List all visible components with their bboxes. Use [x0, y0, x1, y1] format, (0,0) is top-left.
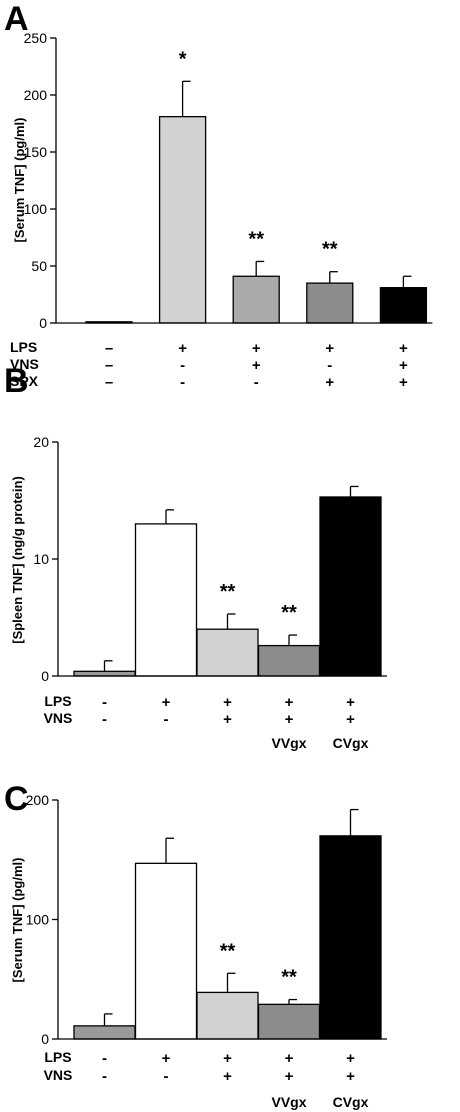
condition-cell: +: [285, 711, 294, 728]
condition-cell: –: [105, 374, 113, 391]
bar: [73, 1025, 136, 1040]
condition-cell: +: [399, 340, 408, 357]
y-tick-label: 0: [41, 1031, 49, 1047]
condition-cell: –: [105, 340, 113, 357]
bar: [158, 116, 207, 324]
condition-cell: +: [346, 711, 355, 728]
y-tick-label: 250: [24, 30, 48, 46]
condition-cell: -: [102, 694, 107, 711]
bar: [306, 282, 354, 324]
bar: [319, 835, 382, 1040]
condition-cell: +: [346, 1068, 355, 1085]
condition-cell: -: [254, 374, 259, 391]
group-label: CVgx: [333, 1094, 369, 1110]
bar: [134, 523, 198, 677]
condition-cell: -: [164, 1068, 169, 1085]
y-tick-label: 200: [26, 792, 50, 808]
condition-cell: +: [223, 711, 232, 728]
condition-cell: +: [223, 694, 232, 711]
condition-row-label: VNS: [10, 356, 39, 372]
significance-marker: **: [281, 967, 297, 989]
condition-cell: -: [164, 711, 169, 728]
group-label: CVgx: [333, 735, 369, 751]
panel-label: A: [4, 0, 29, 38]
condition-row-label: VNS: [44, 1067, 73, 1083]
bar: [73, 670, 136, 677]
condition-cell: +: [223, 1050, 232, 1067]
condition-cell: +: [346, 694, 355, 711]
significance-marker: **: [281, 602, 297, 624]
bar: [257, 644, 321, 677]
condition-cell: +: [252, 357, 261, 374]
bar: [134, 862, 198, 1040]
panel-label: B: [4, 362, 29, 400]
y-tick-label: 20: [33, 434, 49, 450]
y-tick-label: 150: [24, 144, 48, 160]
bar: [319, 496, 382, 677]
condition-cell: +: [325, 340, 334, 357]
significance-marker: **: [220, 940, 236, 962]
condition-row-label: VNS: [44, 710, 73, 726]
condition-cell: +: [285, 1068, 294, 1085]
condition-row-label: LPS: [10, 339, 37, 355]
y-tick-label: 100: [26, 912, 50, 928]
bar: [379, 287, 428, 324]
condition-cell: +: [399, 374, 408, 391]
condition-cell: +: [285, 694, 294, 711]
y-axis-title: [Spleen TNF] (ng/g protein): [10, 476, 25, 644]
condition-cell: -: [327, 357, 332, 374]
significance-marker: **: [220, 581, 236, 603]
significance-marker: **: [248, 228, 264, 250]
bar: [232, 275, 280, 324]
group-label: VVgx: [271, 1094, 306, 1110]
condition-cell: +: [252, 340, 261, 357]
condition-cell: +: [162, 694, 171, 711]
condition-cell: -: [102, 1068, 107, 1085]
group-label: VVgx: [271, 735, 306, 751]
condition-cell: +: [178, 340, 187, 357]
y-tick-label: 200: [24, 87, 48, 103]
condition-cell: -: [102, 711, 107, 728]
condition-cell: +: [325, 374, 334, 391]
bar: [257, 1003, 321, 1040]
y-axis-title: [Serum TNF] (pg/ml): [10, 858, 25, 983]
condition-cell: -: [180, 357, 185, 374]
condition-row-label: SPX: [10, 373, 39, 389]
condition-cell: -: [102, 1050, 107, 1067]
condition-row-label: LPS: [44, 693, 71, 709]
panel-label: C: [4, 780, 29, 818]
y-tick-label: 0: [41, 668, 49, 684]
y-tick-label: 100: [24, 201, 48, 217]
bar: [196, 991, 259, 1040]
bar: [196, 628, 259, 677]
y-tick-label: 50: [31, 258, 47, 274]
condition-cell: +: [346, 1050, 355, 1067]
condition-cell: +: [223, 1068, 232, 1085]
condition-row-label: LPS: [44, 1049, 71, 1065]
condition-cell: +: [285, 1050, 294, 1067]
condition-cell: +: [399, 357, 408, 374]
condition-cell: –: [105, 357, 113, 374]
condition-cell: +: [162, 1050, 171, 1067]
significance-marker: *: [179, 48, 187, 70]
significance-marker: **: [322, 239, 338, 261]
y-tick-label: 0: [39, 315, 47, 331]
condition-cell: -: [180, 374, 185, 391]
y-tick-label: 10: [33, 551, 49, 567]
y-axis-title: [Serum TNF] (pg/ml): [12, 118, 27, 243]
